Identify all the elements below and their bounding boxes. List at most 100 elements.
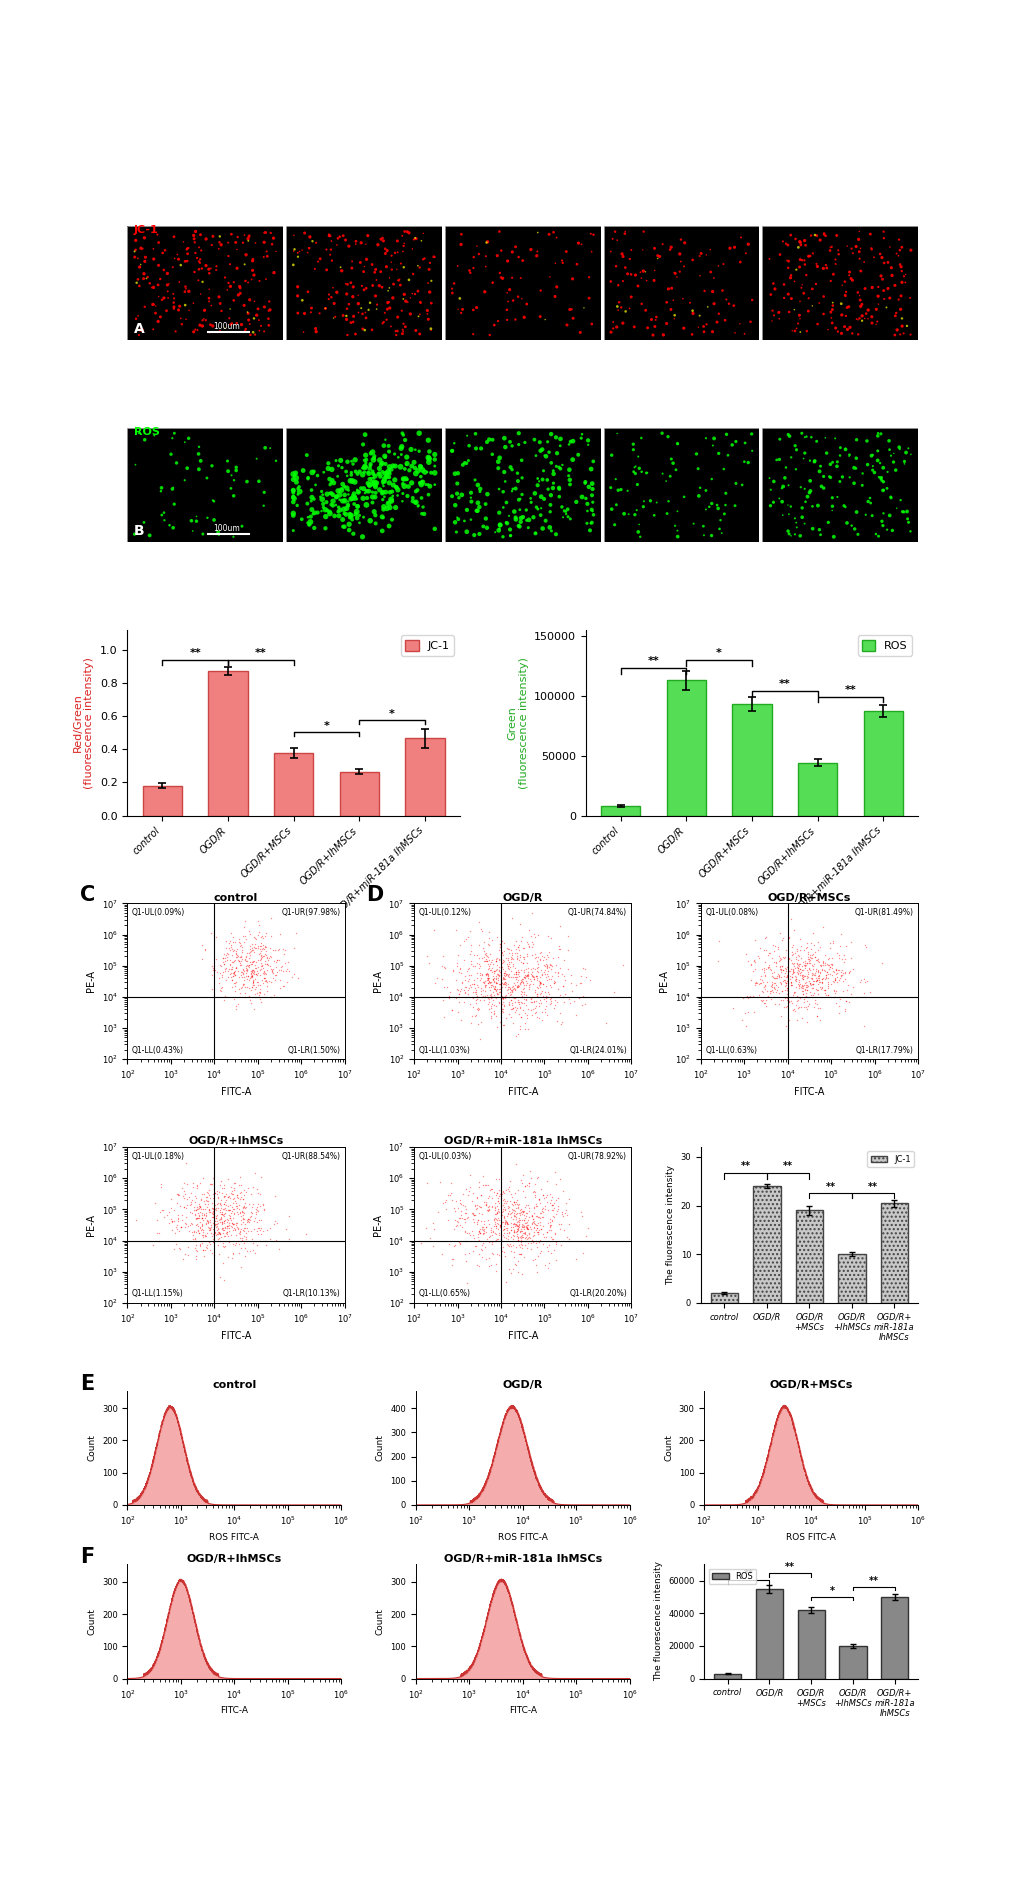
Point	[792, 932, 808, 962]
Point	[788, 255, 804, 285]
Point	[149, 1205, 165, 1235]
Point	[126, 236, 143, 266]
Point	[301, 234, 317, 264]
Point	[244, 973, 260, 1003]
Point	[517, 1201, 533, 1232]
Point	[240, 937, 257, 968]
Point	[767, 964, 784, 994]
Point	[343, 253, 360, 283]
Point	[644, 321, 660, 351]
Point	[230, 1190, 247, 1220]
Point	[401, 298, 418, 328]
Point	[824, 958, 841, 988]
Point	[405, 258, 421, 289]
Point	[460, 975, 476, 1005]
Point	[320, 219, 336, 249]
Point	[471, 966, 487, 996]
Point	[841, 956, 857, 986]
Point	[481, 1194, 497, 1224]
Point	[169, 1179, 185, 1209]
Point	[806, 221, 822, 251]
Point	[491, 1007, 507, 1037]
Point	[486, 1199, 502, 1230]
Point	[539, 1235, 555, 1266]
Point	[223, 460, 239, 490]
Point	[490, 1175, 506, 1205]
Point	[443, 277, 460, 307]
Point	[198, 1232, 214, 1262]
Point	[487, 1256, 503, 1286]
Point	[772, 956, 789, 986]
Point	[469, 969, 485, 1000]
Point	[803, 962, 819, 992]
Point	[492, 1220, 508, 1250]
Point	[798, 977, 814, 1007]
Point	[410, 275, 426, 306]
Point	[549, 1183, 566, 1213]
Point	[473, 943, 489, 973]
Point	[160, 1198, 176, 1228]
Point	[668, 515, 685, 545]
Point	[415, 492, 431, 522]
Point	[360, 468, 376, 498]
Point	[201, 1196, 217, 1226]
Point	[835, 977, 851, 1007]
Point	[773, 954, 790, 984]
Point	[512, 1205, 528, 1235]
Point	[227, 935, 244, 966]
Point	[487, 954, 503, 984]
Point	[823, 307, 840, 338]
Point	[439, 1181, 455, 1211]
Point	[153, 1171, 169, 1201]
Point	[753, 977, 769, 1007]
Point	[462, 1220, 478, 1250]
Point	[537, 441, 553, 472]
Point	[426, 513, 442, 543]
Text: Q1-LR(10.13%): Q1-LR(10.13%)	[282, 1290, 340, 1298]
Point	[206, 505, 222, 536]
Point	[834, 270, 850, 300]
Point	[800, 958, 816, 988]
Point	[206, 1216, 222, 1247]
Point	[289, 298, 306, 328]
Point	[375, 502, 391, 532]
Point	[191, 439, 207, 470]
Point	[873, 505, 890, 536]
Point	[145, 315, 161, 345]
Point	[322, 234, 338, 264]
Point	[507, 473, 524, 504]
Point	[848, 304, 864, 334]
Point	[239, 1173, 256, 1203]
Point	[246, 260, 262, 290]
Point	[780, 253, 796, 283]
Point	[773, 500, 790, 530]
Point	[206, 1175, 222, 1205]
Point	[156, 505, 172, 536]
Point	[205, 954, 221, 984]
Point	[533, 977, 549, 1007]
Point	[485, 968, 501, 998]
Point	[737, 939, 753, 969]
Point	[766, 273, 783, 304]
Point	[538, 951, 554, 981]
Point	[518, 494, 534, 524]
Point	[157, 236, 173, 266]
Point	[491, 928, 507, 958]
Point	[496, 968, 513, 998]
Point	[518, 984, 534, 1015]
Point	[836, 311, 852, 341]
Point	[823, 490, 840, 521]
Point	[801, 977, 817, 1007]
Point	[217, 952, 233, 983]
Point	[852, 290, 868, 321]
Point	[226, 958, 243, 988]
Point	[844, 954, 860, 984]
Point	[774, 984, 791, 1015]
Point	[436, 971, 452, 1001]
Point	[355, 430, 371, 460]
Point	[811, 968, 827, 998]
Point	[814, 298, 830, 328]
Point	[451, 1184, 468, 1215]
Point	[313, 496, 329, 526]
Point	[365, 458, 381, 488]
